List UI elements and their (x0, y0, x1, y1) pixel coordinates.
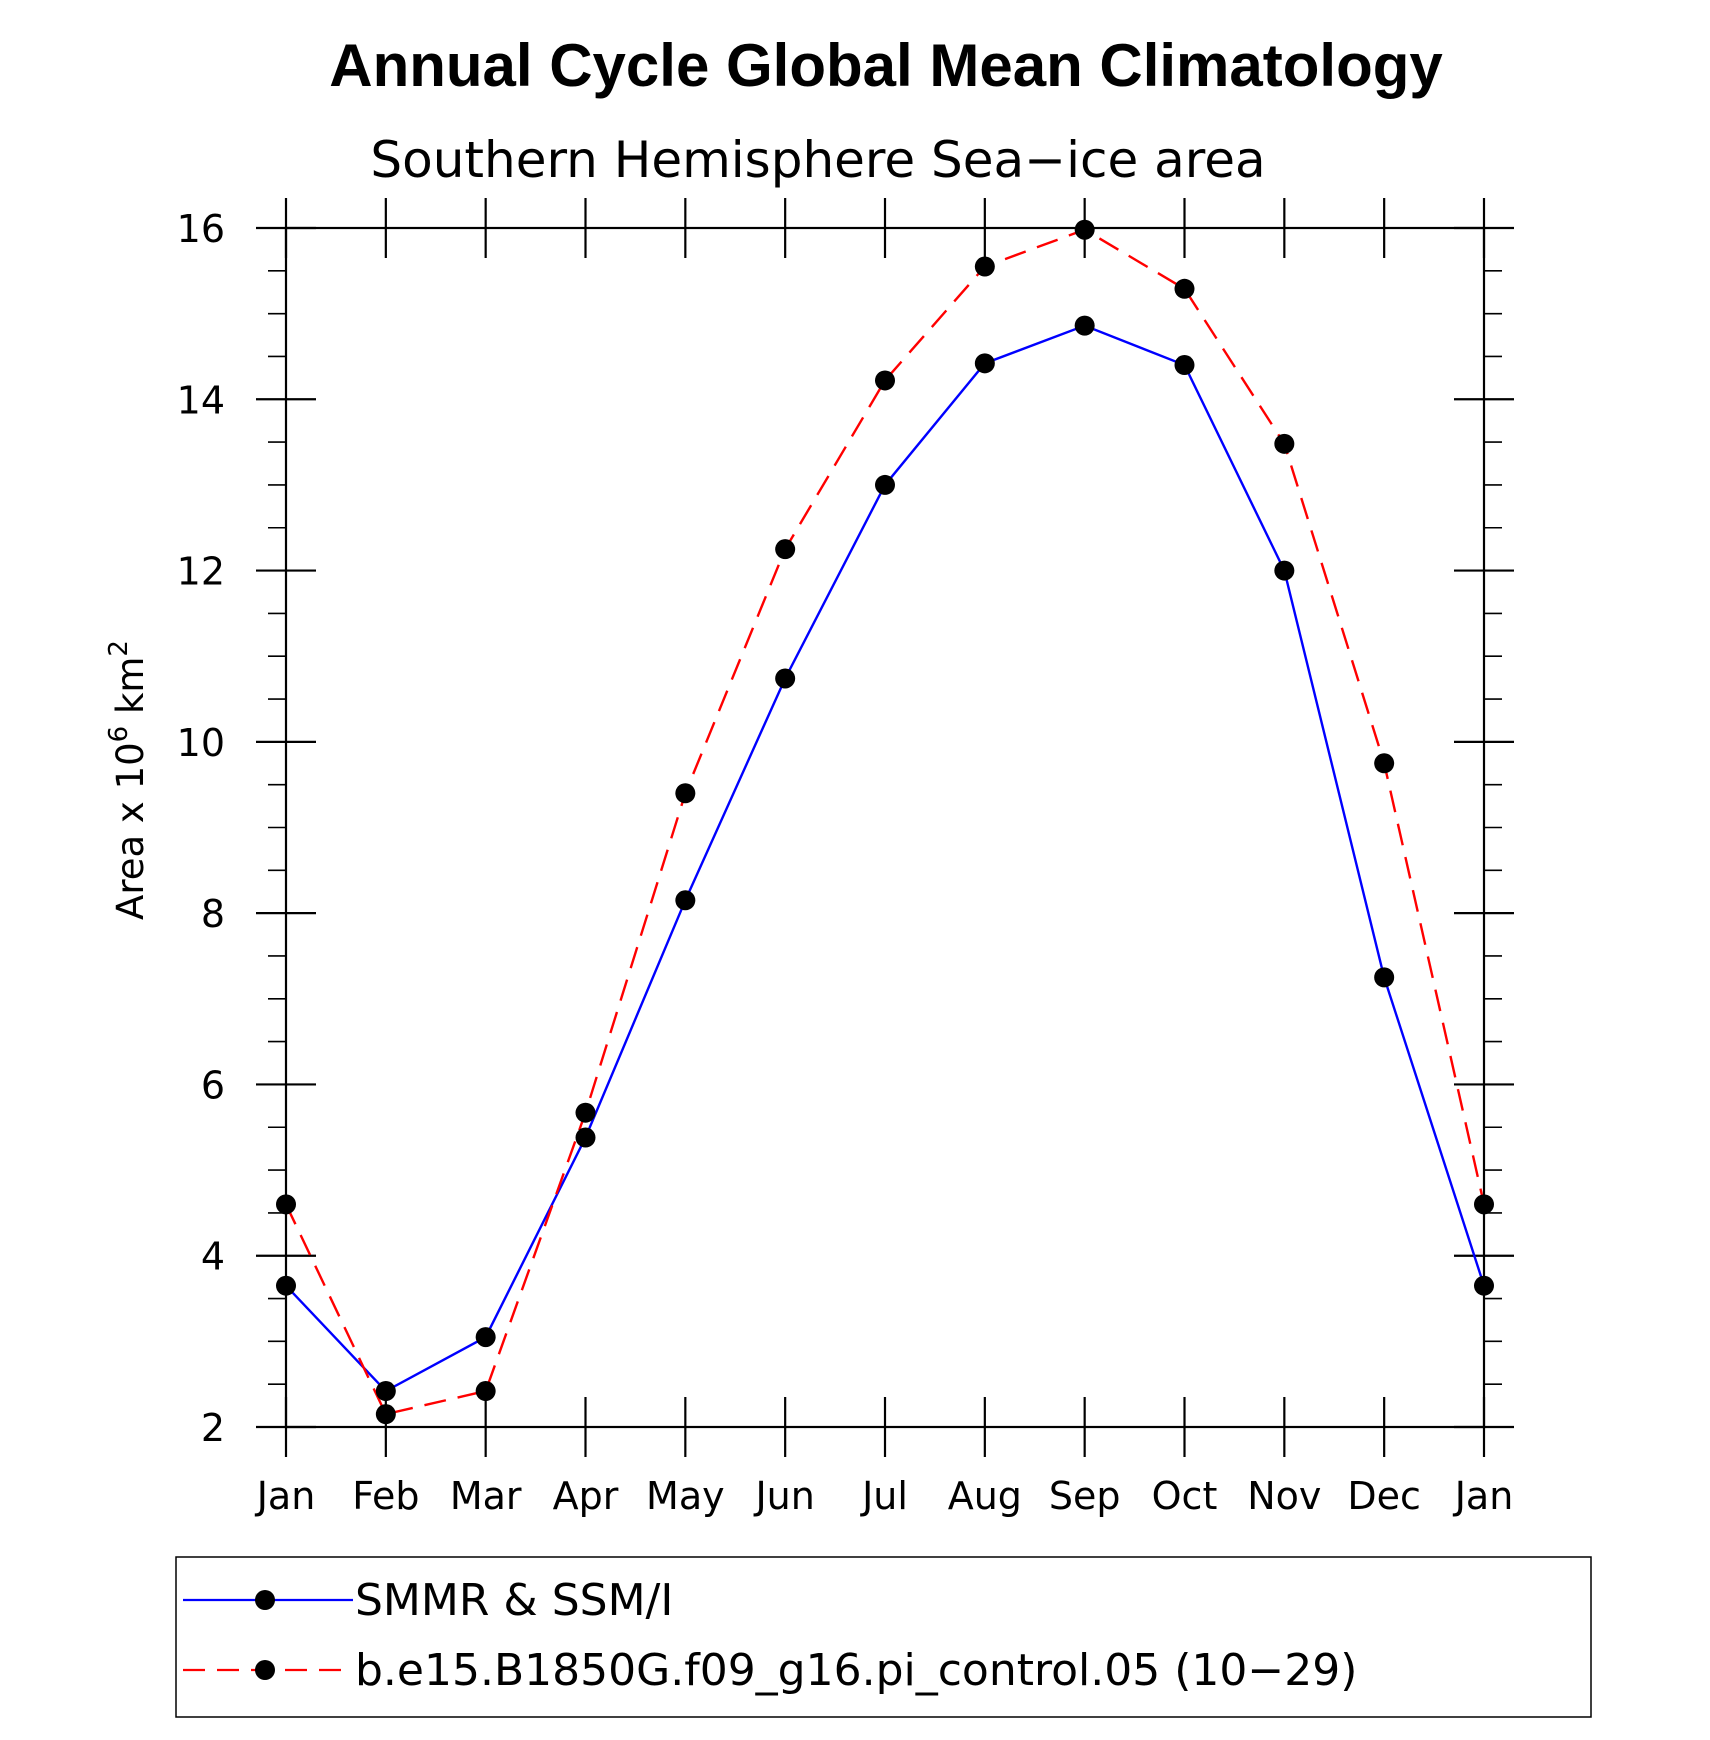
series-1-point (974, 256, 995, 277)
x-tick-labels: Jan Feb Mar Apr May Jun Jul Aug Sep Oct Nov Dec Jan (255, 1474, 1514, 1518)
series-1-point (1274, 433, 1295, 454)
y-tick-label: 4 (201, 1235, 225, 1279)
series-1-point (1474, 1194, 1494, 1215)
chart-subtitle: Southern Hemisphere Sea−ice area (370, 131, 1265, 189)
x-tick-label: Nov (1247, 1474, 1321, 1518)
x-tick-label: Aug (948, 1474, 1022, 1518)
x-tick-label: Jun (753, 1474, 814, 1518)
series-0-point (1474, 1275, 1494, 1296)
series-1-point (475, 1381, 496, 1402)
series-0-point (1374, 967, 1395, 988)
x-tick-label: Oct (1152, 1474, 1218, 1518)
series-1-point (775, 539, 796, 560)
x-tick-label: Apr (553, 1474, 619, 1518)
x-tick-label: May (646, 1474, 725, 1518)
y-axis-label-text: Area x 10 (109, 742, 152, 920)
y-tick-label: 10 (177, 721, 225, 765)
y-axis-label-exponent: 6 (104, 726, 134, 743)
series-line-1 (284, 228, 1486, 1416)
series-1-point (575, 1102, 596, 1123)
x-tick-label: Feb (352, 1474, 419, 1518)
x-tick-label: Jan (1453, 1474, 1514, 1518)
y-tick-label: 14 (177, 378, 225, 422)
series-1-point (375, 1404, 396, 1425)
axes (256, 198, 1514, 1457)
series-1-point (875, 370, 895, 391)
y-tick-label: 6 (201, 1063, 225, 1107)
series-1-point (1374, 753, 1395, 774)
y-tick-label: 12 (177, 550, 225, 594)
y-tick-labels: 2 4 6 8 10 12 14 16 (177, 207, 225, 1450)
series-0-point (775, 668, 796, 689)
series-0-point (675, 890, 696, 911)
chart-title: Annual Cycle Global Mean Climatology (329, 32, 1443, 99)
x-tick-label: Sep (1049, 1474, 1121, 1518)
legend-label-smmr: SMMR & SSM/I (355, 1575, 673, 1626)
legend: SMMR & SSM/I b.e15.B1850G.f09_g16.pi_con… (175, 1556, 1592, 1718)
x-tick-label: Dec (1347, 1474, 1421, 1518)
series-0-point (575, 1127, 596, 1148)
x-tick-label: Jul (860, 1474, 908, 1518)
series-0-point (276, 1275, 296, 1296)
legend-marker-smmr (255, 1590, 275, 1610)
legend-marker-model (255, 1660, 275, 1680)
series-0-point (974, 353, 995, 374)
series-0-point (1274, 560, 1295, 581)
y-axis-label-unit-exponent: 2 (104, 640, 134, 657)
x-tick-label: Jan (255, 1474, 316, 1518)
series-0-point (375, 1381, 396, 1402)
x-tick-label: Mar (450, 1474, 522, 1518)
legend-label-model: b.e15.B1850G.f09_g16.pi_control.05 (10−2… (355, 1645, 1357, 1696)
svg-text:Area x 106 km2: Area x 106 km2 (104, 640, 152, 920)
y-axis-label: Area x 106 km2 (104, 640, 152, 920)
series-1-point (1174, 278, 1195, 299)
y-tick-label: 16 (177, 207, 225, 251)
series-0-point (1074, 315, 1095, 336)
y-tick-label: 8 (201, 892, 225, 936)
legend-box (175, 1556, 1592, 1718)
series-1-point (276, 1194, 296, 1215)
series-1-point (675, 783, 696, 804)
plot-frame (284, 226, 1486, 1429)
y-axis-label-unit: km (109, 657, 152, 726)
series-0-point (1174, 355, 1195, 376)
series-0-point (875, 474, 895, 495)
series-0-point (475, 1327, 496, 1348)
series-1-point (1074, 219, 1095, 240)
y-tick-label: 2 (201, 1406, 225, 1450)
series-layer (276, 219, 1494, 1425)
